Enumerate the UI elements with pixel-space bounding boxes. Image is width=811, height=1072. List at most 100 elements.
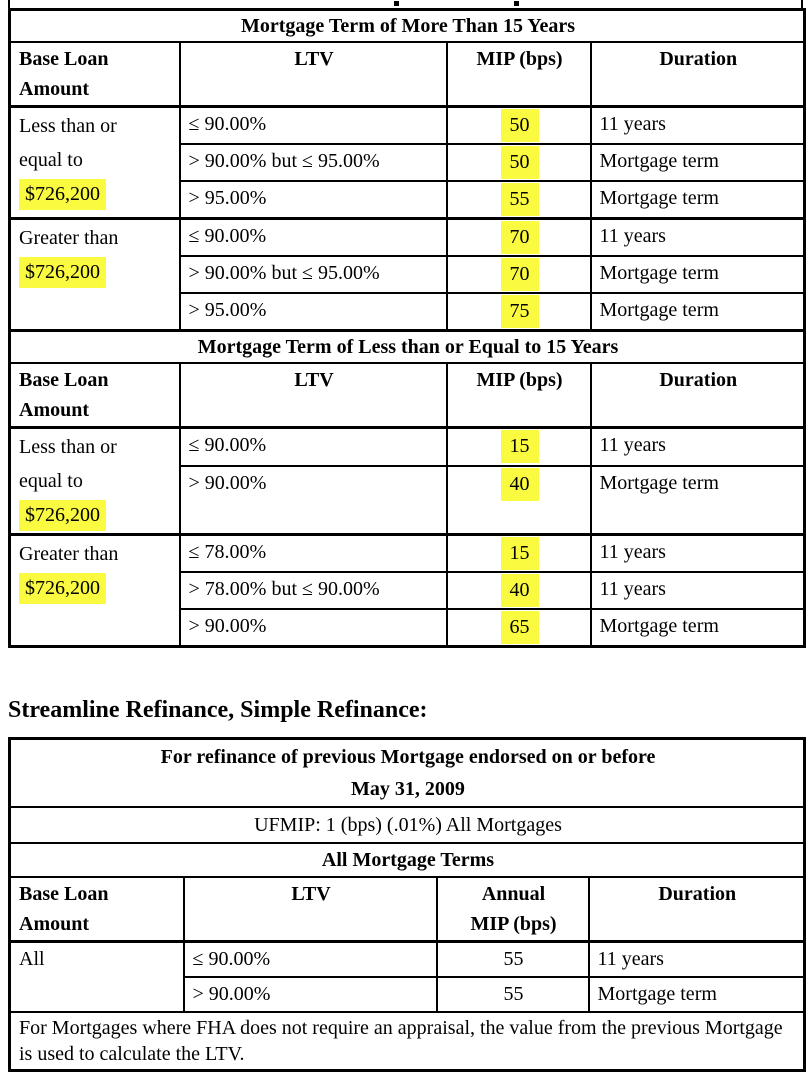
mip-table: Mortgage Term of More Than 15 Years Base… — [8, 8, 807, 648]
table-row: > 90.00% 65 Mortgage term — [10, 608, 806, 648]
column-header-mip: MIP (bps) — [445, 41, 592, 108]
table-row: > 95.00% 55 Mortgage term — [10, 180, 806, 220]
cut-off-text-fragment — [394, 1, 399, 6]
mip-cell: 70 — [445, 255, 592, 294]
column-header-ltv: LTV — [178, 41, 448, 108]
ltv-cell: ≤ 78.00% — [178, 533, 448, 573]
base-loan-cell: Greater than $726,200 — [8, 217, 181, 332]
table-footnote: For Mortgages where FHA does not require… — [8, 1011, 806, 1071]
table-row: All Mortgage Terms — [8, 842, 806, 878]
table-row: > 95.00% 75 Mortgage term — [10, 292, 806, 332]
column-header-base-loan-amount: Base Loan Amount — [8, 41, 181, 108]
table-title-line: For refinance of previous Mortgage endor… — [160, 746, 656, 768]
mip-cell: 55 — [435, 976, 590, 1013]
table-subtitle: All Mortgage Terms — [8, 842, 806, 878]
table-row: Base Loan Amount LTV Annual MIP (bps) Du… — [8, 876, 806, 943]
duration-cell: 11 years — [589, 426, 806, 468]
highlighted-amount: $726,200 — [19, 573, 106, 604]
column-header-base-loan-amount: Base Loan Amount — [8, 362, 181, 429]
section-title: Mortgage Term of Less than or Equal to 1… — [8, 329, 806, 364]
duration-cell: Mortgage term — [589, 465, 806, 536]
base-loan-line: Less than or — [19, 436, 117, 458]
table-row: Mortgage Term of Less than or Equal to 1… — [8, 329, 806, 364]
duration-cell: 11 years — [589, 571, 806, 610]
mip-cell: 40 — [445, 465, 592, 536]
column-header-duration: Duration — [587, 876, 806, 943]
cut-off-row-above — [8, 0, 803, 8]
column-header-line: Amount — [19, 399, 90, 421]
ltv-cell: > 78.00% but ≤ 90.00% — [178, 571, 448, 610]
column-header-duration: Duration — [589, 362, 806, 429]
base-loan-line: Greater than — [19, 227, 119, 249]
highlighted-mip-value: 65 — [500, 611, 539, 644]
base-loan-amount: $726,200 — [19, 498, 173, 532]
duration-cell: Mortgage term — [589, 255, 806, 294]
duration-cell: Mortgage term — [589, 608, 806, 648]
highlighted-mip-value: 50 — [500, 146, 539, 179]
base-loan-line: Less than or — [19, 115, 117, 137]
highlighted-amount: $726,200 — [19, 500, 106, 531]
base-loan-cell: Less than or equal to $726,200 — [8, 105, 181, 220]
ltv-cell: > 90.00% but ≤ 95.00% — [178, 255, 448, 294]
ltv-cell: ≤ 90.00% — [178, 426, 448, 468]
mip-cell: 50 — [445, 105, 592, 145]
duration-cell: 11 years — [589, 217, 806, 257]
ltv-cell: > 90.00% — [178, 465, 448, 536]
base-loan-line: Greater than — [19, 543, 119, 565]
column-header-mip: MIP (bps) — [445, 362, 592, 429]
table-row: > 90.00% 40 Mortgage term — [10, 465, 806, 536]
mip-cell: 40 — [445, 571, 592, 610]
mip-cell: 75 — [445, 292, 592, 332]
mip-cell: 55 — [445, 180, 592, 220]
base-loan-amount: $726,200 — [19, 571, 173, 605]
table-row: All ≤ 90.00% 55 11 years — [8, 940, 806, 1013]
base-loan-line: equal to — [19, 470, 83, 492]
ltv-cell: > 95.00% — [178, 180, 448, 220]
base-loan-cell: Less than or equal to $726,200 — [8, 426, 181, 536]
highlighted-mip-value: 40 — [500, 468, 539, 502]
duration-cell: 11 years — [589, 105, 806, 145]
ltv-cell: > 90.00% but ≤ 95.00% — [178, 143, 448, 182]
column-header-line: Base Loan — [19, 48, 109, 70]
highlighted-mip-value: 15 — [500, 537, 539, 570]
highlighted-amount: $726,200 — [19, 257, 106, 288]
table-row: Greater than $726,200 ≤ 78.00% 15 11 yea… — [8, 533, 806, 648]
mip-cell: 15 — [445, 533, 592, 573]
highlighted-mip-value: 50 — [500, 109, 539, 142]
table-row: For refinance of previous Mortgage endor… — [8, 737, 806, 808]
duration-cell: 11 years — [587, 940, 806, 978]
mip-cell: 65 — [445, 608, 592, 648]
highlighted-mip-value: 70 — [500, 258, 539, 291]
table-row: > 90.00% but ≤ 95.00% 50 Mortgage term — [10, 143, 806, 182]
base-loan-cell: All — [8, 940, 185, 1013]
highlighted-mip-value: 15 — [500, 430, 539, 463]
duration-cell: Mortgage term — [589, 143, 806, 182]
highlighted-amount: $726,200 — [19, 179, 106, 210]
cut-off-text-fragment — [514, 1, 519, 6]
column-header-line: Base Loan — [19, 883, 109, 905]
table-row: Base Loan Amount LTV MIP (bps) Duration — [8, 362, 806, 429]
ufmip-note: UFMIP: 1 (bps) (.01%) All Mortgages — [8, 806, 806, 844]
highlighted-mip-value: 55 — [500, 183, 539, 216]
column-header-line: Amount — [19, 78, 90, 100]
column-header-line: Annual — [481, 883, 546, 905]
base-loan-cell: Greater than $726,200 — [8, 533, 181, 648]
table-row: Less than or equal to $726,200 ≤ 90.00% … — [8, 426, 806, 536]
table-title: For refinance of previous Mortgage endor… — [8, 737, 806, 808]
ltv-cell: > 90.00% — [178, 608, 448, 648]
mip-cell: 15 — [445, 426, 592, 468]
duration-cell: Mortgage term — [589, 292, 806, 332]
highlighted-mip-value: 40 — [500, 574, 539, 607]
section-title: Mortgage Term of More Than 15 Years — [8, 8, 806, 43]
ltv-cell: ≤ 90.00% — [182, 940, 438, 978]
table-title-line: May 31, 2009 — [351, 778, 465, 800]
base-loan-amount: $726,200 — [19, 255, 173, 289]
mip-cell: 50 — [445, 143, 592, 182]
ltv-cell: > 95.00% — [178, 292, 448, 332]
column-header-line: Base Loan — [19, 369, 109, 391]
mip-cell: 55 — [435, 940, 590, 978]
column-header-duration: Duration — [589, 41, 806, 108]
duration-cell: Mortgage term — [587, 976, 806, 1013]
ltv-cell: > 90.00% — [182, 976, 438, 1013]
